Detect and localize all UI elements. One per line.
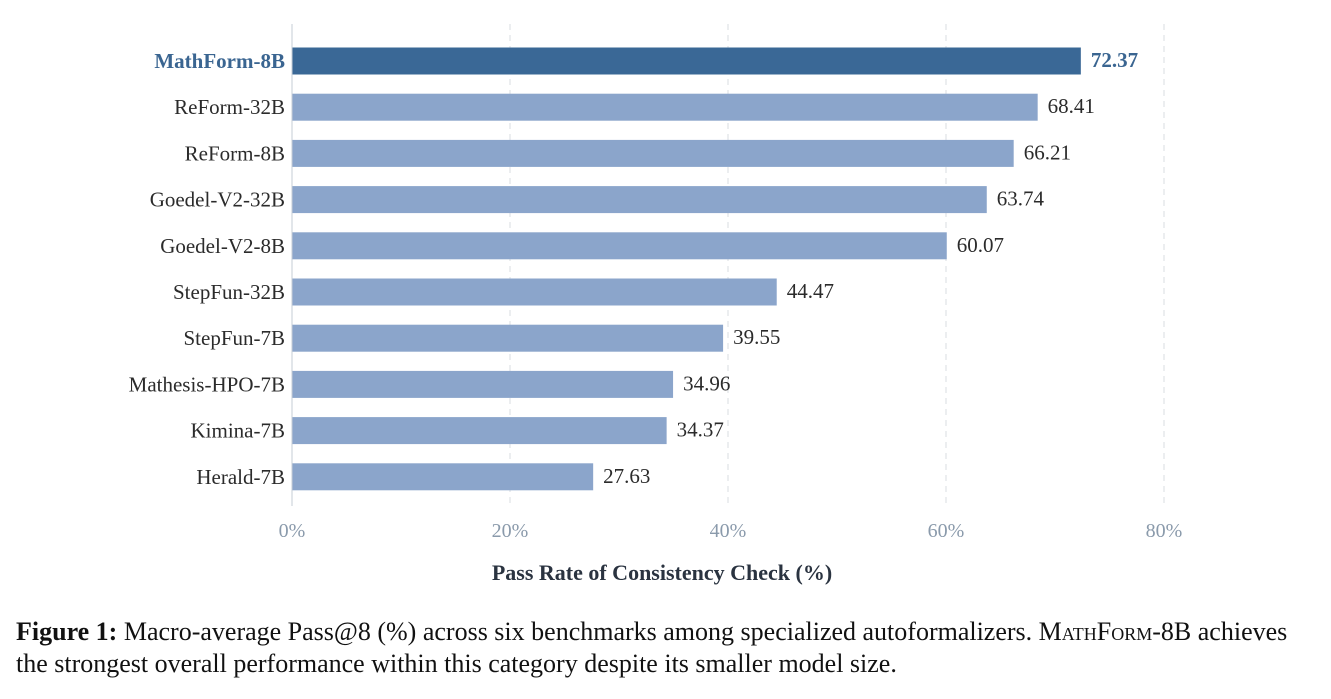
value-label: 34.96 bbox=[683, 371, 730, 395]
category-label: Herald-7B bbox=[196, 465, 285, 489]
bar bbox=[292, 463, 594, 491]
value-label: 68.41 bbox=[1048, 94, 1095, 118]
value-labels: 72.37 68.41 66.21 63.74 60.07 44.47 39.5534.96… bbox=[603, 48, 1138, 488]
x-tick-label: 60% bbox=[928, 520, 965, 542]
category-label: Goedel-V2-8B bbox=[160, 234, 285, 258]
category-label: Goedel-V2-32B bbox=[150, 188, 285, 212]
value-label: 39.55 bbox=[733, 325, 780, 349]
value-label: 72.37 bbox=[1091, 48, 1138, 72]
x-tick-label: 80% bbox=[1146, 520, 1183, 542]
bar bbox=[292, 232, 947, 260]
chart: MathForm-8B ReForm-32B ReForm-8B Goedel-V2-… bbox=[129, 24, 1183, 585]
x-tick-label: 40% bbox=[710, 520, 747, 542]
bar bbox=[292, 139, 1014, 167]
bar bbox=[292, 324, 724, 352]
caption-model-name: MathForm bbox=[1038, 617, 1153, 646]
category-label: MathForm-8B bbox=[154, 49, 285, 73]
category-label: ReForm-8B bbox=[185, 141, 285, 165]
bar bbox=[292, 186, 987, 214]
category-label: StepFun-32B bbox=[173, 280, 285, 304]
bar bbox=[292, 417, 667, 445]
x-tick-label: 20% bbox=[492, 520, 529, 542]
figure-caption: Figure 1: Macro-average Pass@8 (%) acros… bbox=[16, 616, 1316, 680]
value-label: 34.37 bbox=[677, 418, 724, 442]
value-label: 66.21 bbox=[1024, 140, 1071, 164]
bar bbox=[292, 370, 674, 398]
value-label: 27.63 bbox=[603, 464, 650, 488]
value-label: 60.07 bbox=[957, 233, 1004, 257]
value-label: 44.47 bbox=[787, 279, 834, 303]
x-tick-labels: 0% 20% 40% 60% 80% bbox=[279, 520, 1183, 542]
bar bbox=[292, 93, 1038, 121]
bar-chart-svg: MathForm-8B ReForm-32B ReForm-8B Goedel-V2-… bbox=[129, 24, 1183, 585]
x-tick-label: 0% bbox=[279, 520, 306, 542]
caption-text-before: Macro-average Pass@8 (%) across six benc… bbox=[117, 617, 1039, 646]
bar bbox=[292, 278, 777, 306]
category-labels: MathForm-8B ReForm-32B ReForm-8B Goedel-V2-… bbox=[129, 49, 285, 489]
category-label: ReForm-32B bbox=[174, 95, 285, 119]
caption-label: Figure 1: bbox=[16, 617, 118, 646]
category-label: Kimina-7B bbox=[191, 419, 286, 443]
x-axis-title: Pass Rate of Consistency Check (%) bbox=[492, 560, 832, 585]
bars bbox=[292, 47, 1081, 491]
value-label: 63.74 bbox=[997, 187, 1045, 211]
category-label: StepFun-7B bbox=[183, 326, 285, 350]
caption-text-after: -8B achieves the strongest overall perfo… bbox=[16, 617, 1288, 678]
bar bbox=[292, 47, 1081, 75]
category-label: Mathesis-HPO-7B bbox=[129, 372, 285, 396]
